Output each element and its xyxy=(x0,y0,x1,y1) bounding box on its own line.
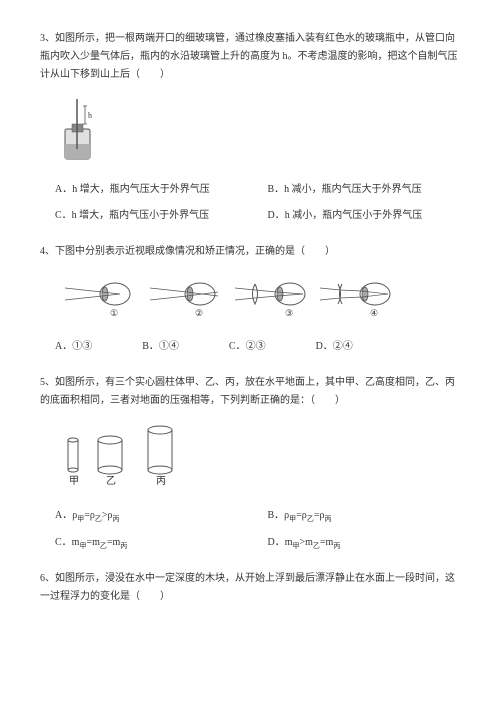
q4-option-c: C．②③ xyxy=(229,338,266,356)
q5-option-c: C．m甲=m乙=m丙 xyxy=(55,534,248,553)
q3-option-d: D．h 减小，瓶内气压小于外界气压 xyxy=(268,207,461,225)
q5-text: 5、如图所示，有三个实心圆柱体甲、乙、丙，放在水平地面上，其中甲、乙高度相同，乙… xyxy=(40,374,460,410)
svg-text:④: ④ xyxy=(370,308,378,318)
q4-text: 4、下图中分别表示近视眼成像情况和矫正情况，正确的是（ ） xyxy=(40,243,460,261)
q4-option-a: A．①③ xyxy=(55,338,92,356)
question-6: 6、如图所示，浸没在水中一定深度的木块，从开始上浮到最后漂浮静止在水面上一段时间… xyxy=(40,570,460,606)
svg-text:乙: 乙 xyxy=(106,475,116,487)
question-3: 3、如图所示，把一根两端开口的细玻璃管，通过橡皮塞插入装有红色水的玻璃瓶中，从管… xyxy=(40,30,460,225)
q4-option-d: D．②④ xyxy=(316,338,353,356)
svg-text:①: ① xyxy=(110,308,118,318)
svg-text:甲: 甲 xyxy=(69,476,79,487)
q5-option-a: A．ρ甲=ρ乙>ρ丙 xyxy=(55,507,248,526)
question-5: 5、如图所示，有三个实心圆柱体甲、乙、丙，放在水平地面上，其中甲、乙高度相同，乙… xyxy=(40,374,460,552)
svg-text:h: h xyxy=(88,111,92,120)
q4-options: A．①③ B．①④ C．②③ D．②④ xyxy=(55,338,460,356)
svg-text:③: ③ xyxy=(285,308,293,318)
question-4: 4、下图中分别表示近视眼成像情况和矫正情况，正确的是（ ） ① xyxy=(40,243,460,356)
q3-text: 3、如图所示，把一根两端开口的细玻璃管，通过橡皮塞插入装有红色水的玻璃瓶中，从管… xyxy=(40,30,460,84)
q3-option-b: B．h 减小，瓶内气压大于外界气压 xyxy=(268,181,461,199)
q3-option-a: A．h 增大，瓶内气压大于外界气压 xyxy=(55,181,248,199)
q5-diagram: 甲 乙 丙 xyxy=(55,420,460,497)
q5-option-b: B．ρ甲=ρ乙=ρ丙 xyxy=(268,507,461,526)
q5-options: A．ρ甲=ρ乙>ρ丙 B．ρ甲=ρ乙=ρ丙 C．m甲=m乙=m丙 D．m甲>m乙… xyxy=(55,507,460,552)
q3-diagram: h xyxy=(55,94,460,171)
q3-options: A．h 增大，瓶内气压大于外界气压 B．h 减小，瓶内气压大于外界气压 C．h … xyxy=(55,181,460,225)
svg-text:②: ② xyxy=(195,308,203,318)
q5-option-d: D．m甲>m乙=m丙 xyxy=(268,534,461,553)
svg-text:丙: 丙 xyxy=(156,476,166,487)
q6-text: 6、如图所示，浸没在水中一定深度的木块，从开始上浮到最后漂浮静止在水面上一段时间… xyxy=(40,570,460,606)
q4-diagram: ① ② ③ xyxy=(55,271,460,328)
q4-option-b: B．①④ xyxy=(142,338,179,356)
q3-option-c: C．h 增大，瓶内气压小于外界气压 xyxy=(55,207,248,225)
